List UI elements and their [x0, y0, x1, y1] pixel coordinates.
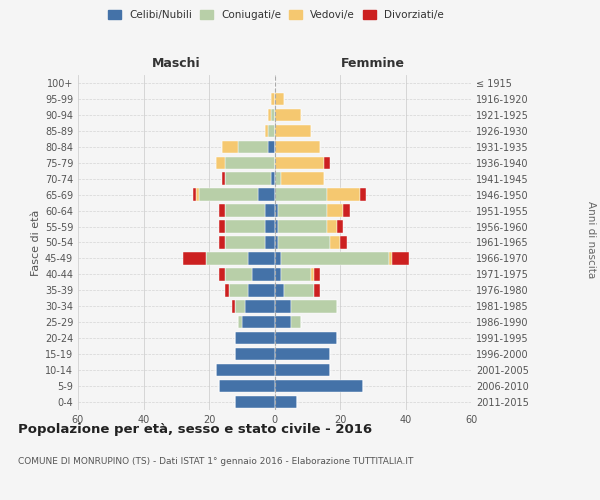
Bar [248, 252, 275, 264]
Text: Maschi: Maschi [152, 57, 200, 70]
Bar [311, 268, 314, 280]
Bar [278, 220, 327, 233]
Bar [275, 284, 284, 296]
Bar [327, 188, 359, 201]
Text: Anni di nascita: Anni di nascita [586, 202, 596, 278]
Bar [265, 220, 275, 233]
Bar [219, 236, 226, 248]
Bar [330, 236, 340, 248]
Text: Femmine: Femmine [341, 57, 405, 70]
Bar [323, 156, 330, 169]
Bar [183, 252, 206, 264]
Bar [226, 284, 229, 296]
Bar [226, 268, 251, 280]
Bar [275, 124, 311, 137]
Bar [248, 284, 275, 296]
Bar [235, 332, 275, 344]
Bar [359, 188, 366, 201]
Bar [242, 316, 275, 328]
Bar [275, 348, 330, 360]
Y-axis label: Fasce di età: Fasce di età [31, 210, 41, 276]
Bar [271, 108, 275, 121]
Bar [215, 364, 275, 376]
Bar [327, 220, 337, 233]
Bar [268, 108, 271, 121]
Bar [226, 204, 265, 217]
Bar [275, 220, 278, 233]
Bar [392, 252, 409, 264]
Bar [291, 300, 337, 312]
Bar [281, 268, 311, 280]
Bar [206, 252, 248, 264]
Bar [226, 156, 275, 169]
Bar [251, 268, 275, 280]
Text: COMUNE DI MONRUPINO (TS) - Dati ISTAT 1° gennaio 2016 - Elaborazione TUTTITALIA.: COMUNE DI MONRUPINO (TS) - Dati ISTAT 1°… [18, 458, 413, 466]
Bar [219, 380, 275, 392]
Bar [314, 284, 320, 296]
Bar [275, 108, 301, 121]
Bar [232, 300, 235, 312]
Bar [219, 204, 226, 217]
Bar [275, 172, 281, 185]
Bar [281, 252, 389, 264]
Bar [226, 220, 265, 233]
Bar [258, 188, 275, 201]
Bar [226, 172, 271, 185]
Bar [222, 172, 226, 185]
Bar [275, 252, 281, 264]
Bar [265, 204, 275, 217]
Text: Popolazione per età, sesso e stato civile - 2016: Popolazione per età, sesso e stato civil… [18, 422, 372, 436]
Bar [275, 396, 298, 408]
Bar [275, 140, 320, 153]
Bar [222, 140, 238, 153]
Bar [268, 140, 275, 153]
Bar [275, 204, 278, 217]
Bar [281, 172, 323, 185]
Bar [284, 284, 314, 296]
Bar [268, 124, 275, 137]
Bar [327, 204, 343, 217]
Bar [275, 316, 291, 328]
Bar [275, 156, 323, 169]
Bar [265, 124, 268, 137]
Bar [278, 236, 330, 248]
Bar [245, 300, 275, 312]
Bar [314, 268, 320, 280]
Bar [275, 332, 337, 344]
Bar [229, 284, 248, 296]
Bar [275, 92, 284, 105]
Bar [271, 172, 275, 185]
Bar [238, 316, 242, 328]
Bar [235, 396, 275, 408]
Bar [343, 204, 350, 217]
Bar [219, 220, 226, 233]
Bar [340, 236, 347, 248]
Bar [275, 236, 278, 248]
Bar [275, 364, 330, 376]
Legend: Celibi/Nubili, Coniugati/e, Vedovi/e, Divorziati/e: Celibi/Nubili, Coniugati/e, Vedovi/e, Di… [106, 8, 446, 22]
Bar [275, 300, 291, 312]
Bar [278, 204, 327, 217]
Bar [275, 268, 281, 280]
Bar [235, 348, 275, 360]
Bar [215, 156, 226, 169]
Bar [291, 316, 301, 328]
Bar [271, 92, 275, 105]
Bar [389, 252, 392, 264]
Bar [238, 140, 268, 153]
Bar [196, 188, 199, 201]
Bar [235, 300, 245, 312]
Bar [193, 188, 196, 201]
Bar [275, 188, 327, 201]
Bar [219, 268, 226, 280]
Bar [275, 380, 363, 392]
Bar [199, 188, 258, 201]
Bar [265, 236, 275, 248]
Bar [337, 220, 343, 233]
Bar [226, 236, 265, 248]
